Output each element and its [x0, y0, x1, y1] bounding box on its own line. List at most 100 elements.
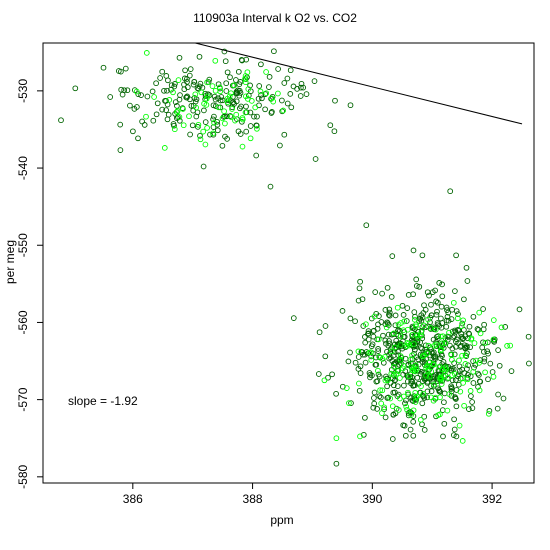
- data-point: [244, 96, 251, 102]
- data-point: [378, 400, 385, 407]
- data-point: [382, 377, 389, 384]
- data-point: [290, 315, 297, 321]
- data-point: [420, 322, 427, 329]
- data-point: [451, 351, 458, 358]
- data-point: [357, 433, 363, 440]
- data-point: [397, 333, 404, 340]
- data-point: [403, 343, 410, 349]
- data-point: [181, 81, 187, 88]
- data-point: [352, 318, 358, 325]
- data-point: [409, 325, 416, 331]
- data-point: [345, 358, 352, 365]
- data-point: [322, 323, 329, 329]
- data-point: [480, 326, 487, 333]
- data-point: [401, 318, 408, 325]
- data-point: [476, 360, 482, 366]
- data-point: [400, 422, 407, 429]
- data-point: [419, 400, 426, 407]
- data-point: [453, 308, 460, 314]
- data-point: [397, 375, 403, 381]
- data-point: [379, 387, 386, 394]
- data-point: [117, 121, 124, 128]
- data-point: [224, 99, 231, 106]
- data-point: [421, 413, 428, 420]
- data-point: [486, 408, 493, 414]
- data-point: [460, 317, 466, 324]
- data-point: [427, 344, 434, 351]
- data-point: [375, 346, 381, 352]
- data-point: [433, 298, 439, 305]
- data-point: [400, 363, 407, 369]
- data-point: [228, 90, 234, 97]
- data-point: [438, 303, 445, 310]
- data-point: [161, 145, 168, 151]
- data-point: [202, 119, 209, 125]
- data-point: [376, 393, 383, 400]
- data-point: [223, 80, 230, 87]
- data-point: [177, 92, 183, 98]
- data-point: [443, 366, 449, 373]
- data-point: [139, 118, 145, 125]
- data-point: [432, 326, 439, 333]
- data-point: [476, 309, 483, 316]
- data-point: [247, 123, 254, 129]
- data-point: [470, 368, 477, 375]
- data-point: [100, 64, 107, 71]
- data-point: [395, 407, 402, 413]
- data-point: [440, 433, 446, 440]
- data-point: [176, 54, 183, 61]
- data-point: [379, 410, 385, 416]
- data-point: [425, 342, 432, 349]
- data-point: [400, 393, 407, 400]
- data-point: [439, 281, 445, 288]
- data-point: [394, 383, 401, 390]
- data-point: [262, 91, 269, 97]
- data-point: [214, 118, 220, 125]
- data-point: [429, 289, 436, 295]
- data-point: [411, 337, 418, 344]
- data-point: [378, 319, 385, 325]
- data-point: [459, 320, 466, 327]
- data-point: [372, 362, 379, 368]
- data-point: [377, 387, 383, 394]
- data-point: [395, 368, 402, 374]
- data-point: [316, 329, 323, 336]
- chart-title: 110903a Interval k O2 vs. CO2: [193, 11, 357, 25]
- data-point: [498, 324, 505, 331]
- data-point: [369, 341, 376, 348]
- data-point: [184, 93, 191, 100]
- data-point: [451, 416, 457, 423]
- data-point: [287, 67, 294, 74]
- data-point: [133, 88, 140, 95]
- data-point: [401, 382, 407, 389]
- data-point: [467, 373, 474, 380]
- data-point: [404, 305, 411, 311]
- data-point: [526, 360, 532, 367]
- data-point: [182, 67, 188, 74]
- data-point: [400, 365, 406, 372]
- data-point: [143, 113, 149, 120]
- data-point: [407, 426, 414, 433]
- data-point: [117, 147, 124, 153]
- data-point: [482, 369, 488, 376]
- data-point: [369, 372, 375, 379]
- data-point: [415, 361, 422, 368]
- data-point: [327, 122, 334, 129]
- data-point: [287, 91, 294, 97]
- data-point: [502, 324, 509, 330]
- data-point: [197, 136, 204, 143]
- data-point: [423, 372, 429, 379]
- data-point: [143, 50, 150, 56]
- data-point: [413, 394, 420, 401]
- data-point: [370, 333, 377, 340]
- data-point: [387, 349, 394, 356]
- data-point: [456, 363, 463, 370]
- data-point: [219, 97, 226, 104]
- data-point: [311, 78, 318, 84]
- data-point: [135, 135, 141, 142]
- data-point: [462, 344, 469, 351]
- data-point: [170, 121, 177, 127]
- data-point: [259, 95, 265, 102]
- data-point: [388, 294, 395, 300]
